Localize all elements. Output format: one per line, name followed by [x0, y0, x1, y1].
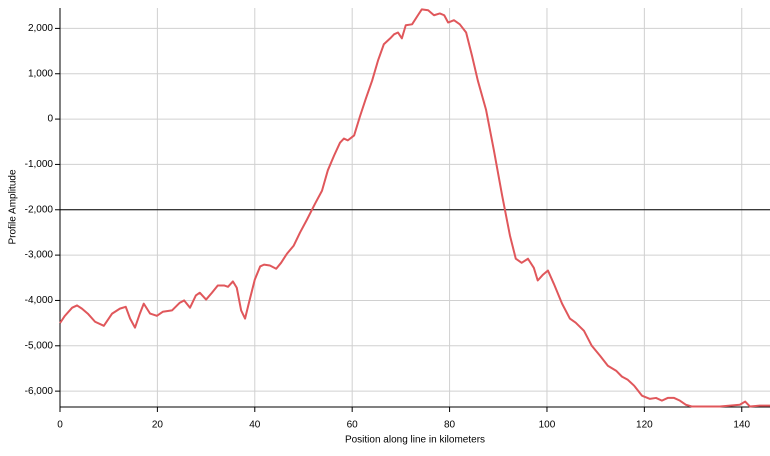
y-tick-label: 0 — [47, 114, 53, 125]
x-axis-title: Position along line in kilometers — [345, 435, 485, 446]
y-tick-label: 1,000 — [28, 68, 53, 79]
x-tick-label: 120 — [636, 420, 653, 431]
y-tick-label: -3,000 — [25, 250, 54, 261]
y-tick-label: -6,000 — [25, 386, 54, 397]
y-tick-label: 2,000 — [28, 23, 53, 34]
y-tick-label: -5,000 — [25, 340, 54, 351]
x-tick-label: 40 — [249, 420, 261, 431]
profile-line — [59, 8, 770, 408]
y-tick-label: -1,000 — [25, 159, 54, 170]
x-tick-label: 80 — [444, 420, 456, 431]
x-tick-label: 140 — [733, 420, 750, 431]
x-tick-label: 100 — [539, 420, 556, 431]
x-tick-label: 20 — [152, 420, 164, 431]
y-axis-title: Profile Amplitude — [8, 169, 19, 244]
x-tick-label: 60 — [347, 420, 359, 431]
x-tick-label: 0 — [57, 420, 63, 431]
y-tick-label: -4,000 — [25, 295, 54, 306]
y-tick-label: -2,000 — [25, 204, 54, 215]
